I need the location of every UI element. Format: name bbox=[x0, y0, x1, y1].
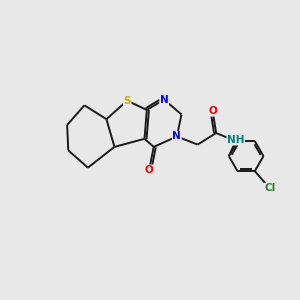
Text: Cl: Cl bbox=[264, 183, 275, 194]
Text: S: S bbox=[123, 96, 131, 106]
Text: O: O bbox=[145, 165, 154, 175]
Text: NH: NH bbox=[227, 135, 244, 145]
Text: O: O bbox=[208, 106, 217, 116]
Text: N: N bbox=[172, 131, 181, 142]
Text: N: N bbox=[160, 94, 169, 104]
